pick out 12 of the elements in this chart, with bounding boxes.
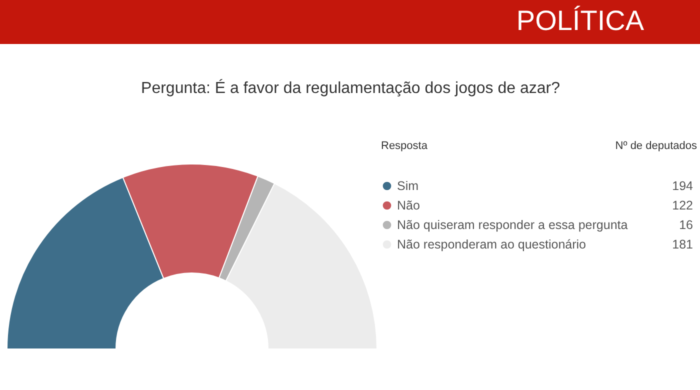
data-label: 122 — [672, 198, 694, 212]
data-label: 194 — [672, 179, 694, 193]
data-label: 181 — [672, 238, 694, 252]
legend-label: Sim — [397, 179, 419, 193]
legend-label: Não quiseram responder a essa pergunta — [397, 218, 628, 232]
legend-label: Não responderam ao questionário — [397, 238, 586, 252]
header-banner: POLÍTICA — [0, 0, 700, 44]
legend-title: Resposta — [381, 140, 428, 152]
data-label: 16 — [679, 218, 694, 232]
chart-title: Pergunta: É a favor da regulamentação dos jogos de azar? — [141, 79, 560, 97]
text: Nº de deputados — [615, 140, 698, 152]
legend-label: Não — [397, 198, 420, 212]
